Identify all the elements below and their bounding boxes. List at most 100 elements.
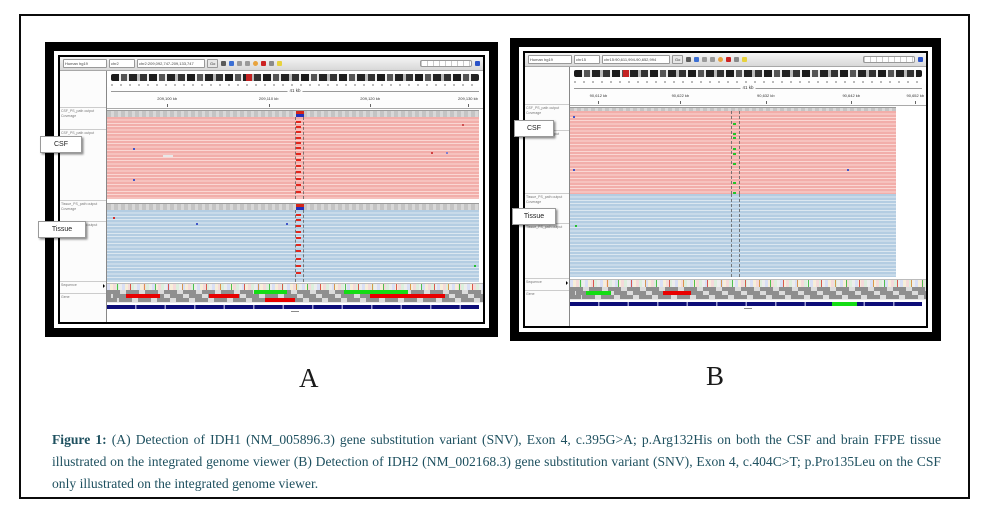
search-icon[interactable] [221, 61, 227, 66]
sample-label-tissue: Tissue [512, 208, 556, 225]
stop-codon-segment [662, 291, 692, 295]
search-icon[interactable] [686, 57, 692, 62]
home-icon[interactable] [229, 61, 235, 66]
chromosome-select[interactable]: chr2 [109, 59, 135, 68]
zoom-in-icon[interactable] [475, 61, 480, 66]
csf-reads-track[interactable] [570, 111, 896, 194]
ruler-tick-label-1: 209,110 kb [258, 96, 279, 101]
ruler-tick-mark-3 [467, 104, 469, 107]
panel-a-letter: A [299, 363, 319, 393]
track-name-1[interactable]: CSF_PS_path output Coverage [60, 108, 106, 130]
comment-bubble-icon[interactable] [742, 57, 748, 62]
start-codon-segment [586, 291, 611, 295]
track-name-5[interactable]: Sequence [525, 279, 569, 291]
variant-base-mark [732, 182, 737, 185]
comment-bubble-icon[interactable] [277, 61, 283, 66]
track-name-2[interactable]: CSF_PS_path output [525, 131, 569, 194]
start-codon-segment [253, 290, 288, 294]
track-name-0[interactable] [60, 71, 106, 108]
locus-input[interactable]: chr15:90,611,994-90,652,994 [602, 55, 670, 64]
chromosome-select[interactable]: chr15 [574, 55, 600, 64]
variant-base-mark [732, 148, 737, 151]
genome-select[interactable]: Human hg19 [528, 55, 572, 64]
collapse-triangle-icon[interactable] [566, 281, 568, 285]
track-name-5[interactable]: Sequence [60, 282, 106, 294]
position-ruler[interactable]: 41 kb 209,100 kb 209,110 kb 209,120 kb 209,1… [107, 87, 483, 109]
track-name-4[interactable]: Tissue_PS_path output [525, 224, 569, 279]
track-name-6[interactable]: Gene [60, 294, 106, 322]
variant-base-mark [296, 147, 301, 150]
variant-base-mark [732, 132, 737, 135]
back-arrow-icon[interactable] [237, 61, 243, 66]
go-button[interactable]: Go [672, 55, 684, 64]
resize-tool-icon[interactable] [734, 57, 740, 62]
aa-row-1 [570, 291, 926, 295]
ruler-tick-mark-0 [598, 101, 600, 104]
cytoband-labels [573, 81, 923, 83]
variant-base-mark [296, 190, 301, 193]
amino-acid-track[interactable] [570, 287, 926, 300]
mismatch-base-mark [430, 152, 433, 155]
mismatch-base-mark [112, 217, 115, 220]
chromosome-ideogram[interactable] [570, 67, 926, 84]
zoom-slider[interactable] [420, 60, 472, 67]
tissue-reads-track[interactable] [107, 210, 480, 282]
back-arrow-icon[interactable] [702, 57, 708, 62]
home-icon[interactable] [694, 57, 700, 62]
igv-toolbar: Human hg19 chr15 chr15:90,611,994-90,652,9… [525, 53, 926, 67]
locus-input[interactable]: chr2:209,092,747-209,133,747 [137, 59, 205, 68]
track-name-3[interactable]: Tissue_PS_path output Coverage [60, 201, 106, 222]
center-line-0 [294, 210, 296, 282]
variant-base-mark [296, 164, 301, 167]
genome-select[interactable]: Human hg19 [63, 59, 107, 68]
center-line-1 [738, 111, 740, 194]
gene-track[interactable] [107, 304, 483, 312]
tissue-reads-track[interactable] [570, 194, 896, 277]
csf-reads-track[interactable] [107, 117, 480, 199]
chromosome-ideogram[interactable] [107, 71, 483, 87]
forward-arrow-icon[interactable] [710, 57, 716, 62]
track-name-0[interactable] [525, 67, 569, 105]
collapse-triangle-icon[interactable] [103, 284, 105, 288]
variant-base-mark [296, 230, 301, 233]
sequence-track[interactable] [570, 279, 926, 287]
variant-base-mark [296, 121, 301, 124]
ruler-tick-label-0: 209,100 kb [157, 96, 178, 101]
refresh-icon[interactable] [253, 61, 259, 66]
zoom-slider[interactable] [863, 56, 915, 63]
refresh-icon[interactable] [718, 57, 724, 62]
sequence-track[interactable] [107, 283, 483, 290]
gene-exon-bar [570, 302, 923, 306]
center-line-1 [738, 194, 740, 277]
region-tool-icon[interactable] [726, 57, 732, 62]
igv-toolbar: Human hg19 chr2 chr2:209,092,747-209,133,7… [60, 57, 483, 71]
track-name-6[interactable]: Gene [525, 291, 569, 326]
ideogram-bands [573, 70, 923, 77]
aa-row-1 [107, 294, 483, 298]
zoom-in-icon[interactable] [918, 57, 923, 62]
figure-caption-text: (A) Detection of IDH1 (NM_005896.3) gene… [52, 432, 941, 491]
panel-matte: Human hg19 chr2 chr2:209,092,747-209,133,7… [54, 51, 489, 328]
tracks-area[interactable]: 41 kb 90,612 kb 90,622 kb 90,632 kb 90,642 k… [570, 67, 926, 326]
resize-tool-icon[interactable] [269, 61, 275, 66]
region-tool-icon[interactable] [261, 61, 267, 66]
gene-track[interactable] [570, 301, 926, 309]
forward-arrow-icon[interactable] [245, 61, 251, 66]
position-ruler[interactable]: 41 kb 90,612 kb 90,622 kb 90,632 kb 90,642 k… [570, 84, 926, 106]
ruler-tick-mark-3 [851, 101, 853, 104]
variant-base-mark [296, 171, 301, 174]
ruler-tick-label-3: 90,642 kb [842, 93, 861, 98]
variant-base-mark [296, 225, 301, 228]
ruler-tick-label-2: 90,632 kb [757, 93, 775, 98]
amino-acid-track[interactable] [107, 290, 483, 303]
panel-a-figure: Human hg19 chr2 chr2:209,092,747-209,133,7… [38, 42, 498, 337]
go-button[interactable]: Go [207, 59, 219, 68]
tracks-area[interactable]: 41 kb 209,100 kb 209,110 kb 209,120 kb 209,1… [107, 71, 483, 322]
ruler-tick-label-1: 90,622 kb [671, 93, 690, 98]
variant-base-mark [296, 158, 301, 161]
center-line-0 [731, 111, 733, 194]
track-name-2[interactable]: CSF_PS_path output [60, 130, 106, 201]
ruler-tick-label-0: 90,612 kb [589, 93, 608, 98]
